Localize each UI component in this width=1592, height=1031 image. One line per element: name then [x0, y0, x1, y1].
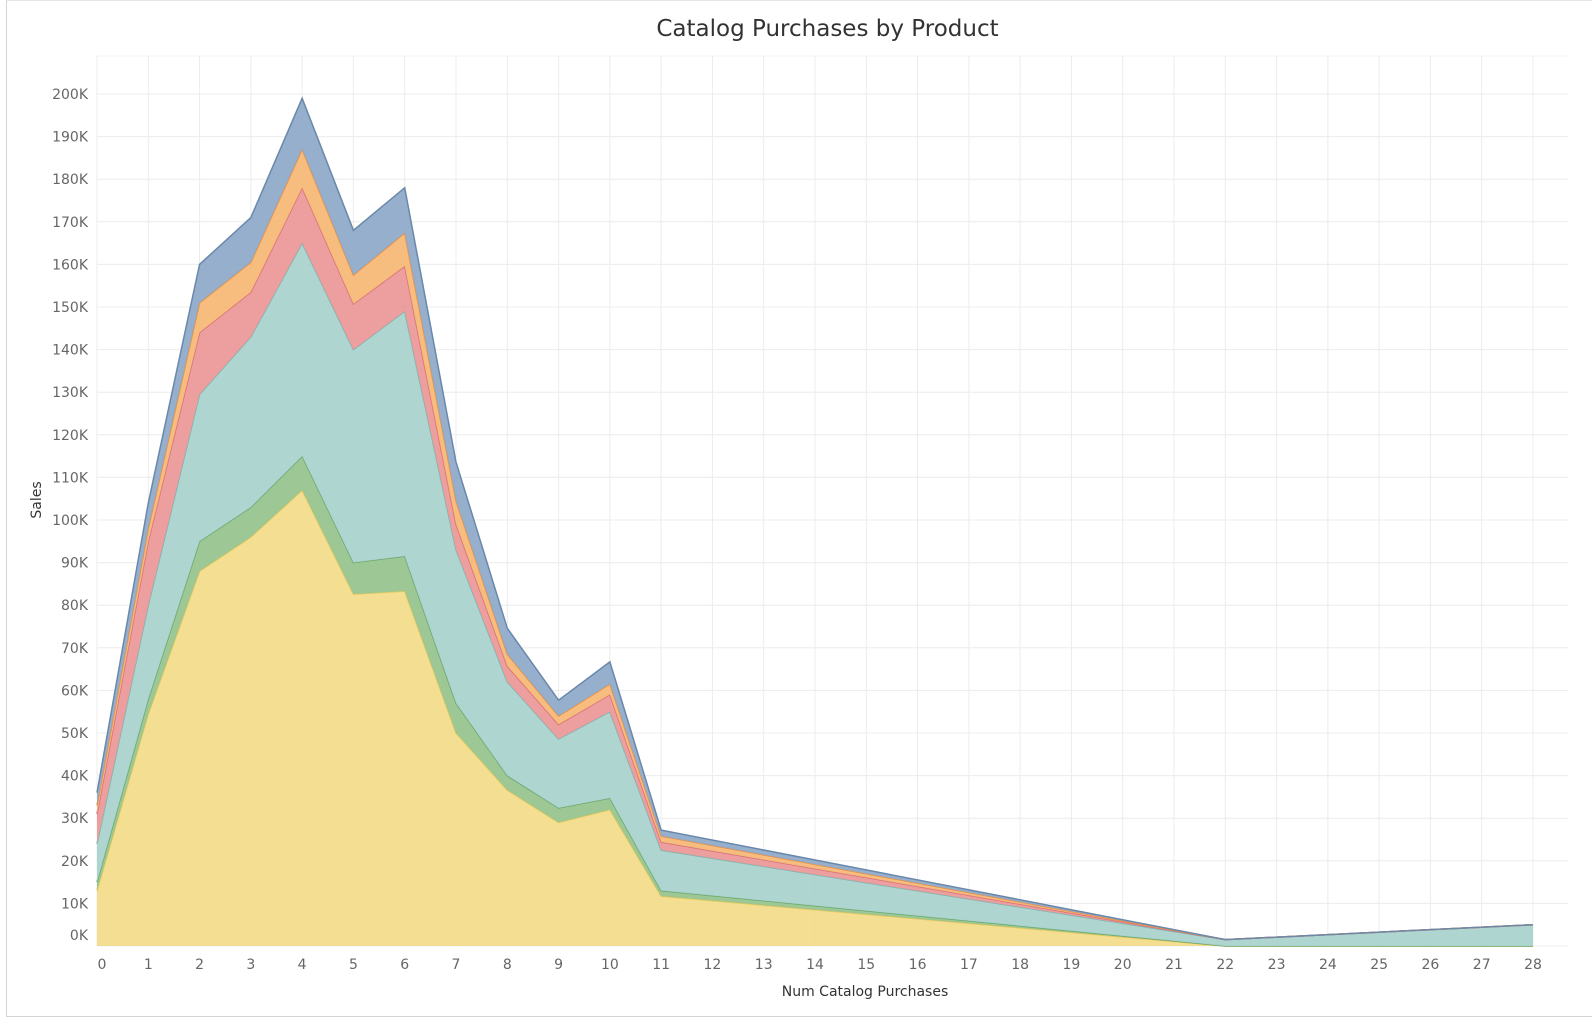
y-tick-label: 80K — [61, 598, 89, 614]
x-tick-label: 6 — [400, 957, 409, 973]
y-tick-label: 10K — [61, 896, 89, 912]
x-tick-label: 28 — [1524, 957, 1542, 973]
y-tick-label: 120K — [52, 428, 89, 444]
y-axis-title: Sales — [29, 481, 45, 518]
x-tick-label: 3 — [246, 957, 255, 973]
x-axis-ticks: 0 1 2 3 4 5 6 7 8 9 10 11 12 13 14 15 16 17 18 19 20 21 22 23 24… — [98, 957, 1542, 973]
y-tick-label: 130K — [52, 385, 89, 401]
x-tick-label: 10 — [601, 957, 619, 973]
x-tick-label: 20 — [1114, 957, 1132, 973]
x-axis-title: Num Catalog Purchases — [782, 984, 949, 1000]
y-axis-ticks: 0K 10K 20K 30K 40K 50K 60K 70K 80K 90K 100K 110K 120… — [52, 87, 89, 944]
x-tick-label: 7 — [452, 957, 461, 973]
x-tick-label: 27 — [1473, 957, 1491, 973]
x-tick-label: 24 — [1319, 957, 1337, 973]
x-tick-label: 5 — [349, 957, 358, 973]
y-tick-label: 150K — [52, 300, 89, 316]
x-tick-label: 1 — [144, 957, 153, 973]
y-tick-label: 60K — [61, 683, 89, 699]
x-tick-label: 17 — [960, 957, 978, 973]
x-tick-label: 16 — [909, 957, 927, 973]
y-tick-label: 70K — [61, 641, 89, 657]
y-tick-label: 160K — [52, 257, 89, 273]
area-series-0 — [97, 490, 1533, 946]
x-tick-label: 19 — [1063, 957, 1081, 973]
x-tick-label: 21 — [1165, 957, 1183, 973]
x-tick-label: 22 — [1216, 957, 1234, 973]
areas — [96, 96, 1534, 947]
y-tick-label: 0K — [70, 928, 89, 944]
x-tick-label: 26 — [1422, 957, 1440, 973]
area-series-5-edge — [96, 96, 1534, 941]
y-tick-label: 110K — [52, 470, 89, 486]
y-tick-label: 20K — [61, 854, 89, 870]
x-tick-label: 8 — [503, 957, 512, 973]
x-tick-label: 9 — [554, 957, 563, 973]
x-tick-label: 13 — [755, 957, 773, 973]
x-tick-label: 4 — [298, 957, 307, 973]
x-tick-label: 23 — [1268, 957, 1286, 973]
x-tick-label: 2 — [195, 957, 204, 973]
y-tick-label: 180K — [52, 172, 89, 188]
y-tick-label: 90K — [61, 556, 89, 572]
y-tick-label: 140K — [52, 343, 89, 359]
y-tick-label: 40K — [61, 769, 89, 785]
x-tick-label: 12 — [704, 957, 722, 973]
y-tick-label: 50K — [61, 726, 89, 742]
y-tick-label: 30K — [61, 811, 89, 827]
y-tick-label: 170K — [52, 215, 89, 231]
x-tick-label: 14 — [806, 957, 824, 973]
x-tick-label: 15 — [857, 957, 875, 973]
x-tick-label: 25 — [1370, 957, 1388, 973]
chart-title: Catalog Purchases by Product — [656, 16, 999, 42]
y-tick-label: 200K — [52, 87, 89, 103]
chart-frame — [6, 0, 1592, 1017]
x-tick-label: 11 — [652, 957, 670, 973]
x-tick-label: 18 — [1011, 957, 1029, 973]
x-tick-label: 0 — [98, 957, 107, 973]
y-tick-label: 100K — [52, 513, 89, 529]
y-tick-label: 190K — [52, 130, 89, 146]
